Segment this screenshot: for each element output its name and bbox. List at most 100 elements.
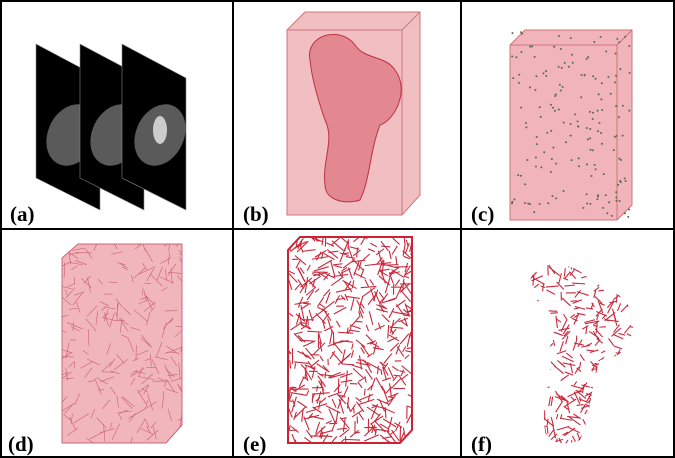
seed-point bbox=[560, 89, 562, 91]
cell-edge bbox=[617, 303, 620, 311]
cell-edge bbox=[544, 364, 548, 375]
cell-edge bbox=[523, 448, 533, 449]
seed-point bbox=[600, 36, 602, 38]
cell-edge bbox=[613, 365, 620, 368]
cell-edge bbox=[626, 402, 633, 410]
seed-point bbox=[625, 180, 627, 182]
seed-point bbox=[592, 75, 594, 77]
cell-edge bbox=[323, 308, 331, 320]
cell-edge bbox=[614, 421, 619, 429]
cell-edge bbox=[521, 386, 533, 390]
cell-edge bbox=[588, 426, 592, 431]
cell-edge bbox=[296, 259, 301, 268]
cell-edge bbox=[563, 363, 576, 366]
cell-edge bbox=[592, 421, 598, 423]
cell-edge bbox=[581, 385, 589, 387]
cell-edge bbox=[526, 413, 531, 420]
cell-edge bbox=[520, 395, 531, 398]
cell-edge bbox=[581, 444, 586, 455]
cell-edge bbox=[633, 350, 639, 359]
cell-edge bbox=[543, 374, 550, 380]
cell-edge bbox=[607, 385, 616, 386]
cell-edge bbox=[540, 257, 543, 266]
cell-edge bbox=[571, 301, 577, 302]
cell-edge bbox=[604, 253, 615, 257]
cell-edge bbox=[559, 257, 566, 260]
seed-point bbox=[593, 41, 595, 43]
seed-point bbox=[628, 110, 630, 112]
cell-edge bbox=[596, 309, 603, 316]
cell-edge bbox=[542, 435, 546, 443]
seed-point bbox=[598, 93, 600, 95]
seed-point bbox=[602, 207, 604, 209]
seed-point bbox=[570, 135, 572, 137]
cell-edge bbox=[306, 430, 312, 438]
seed-point bbox=[536, 136, 538, 138]
cell-edge bbox=[543, 433, 544, 441]
cell-edge bbox=[409, 334, 418, 340]
cell-edge bbox=[519, 288, 528, 294]
cell-edge bbox=[336, 289, 352, 293]
cell-edge bbox=[562, 331, 570, 339]
seed-point bbox=[605, 194, 607, 196]
seed-point bbox=[558, 35, 560, 37]
cell-edge bbox=[314, 426, 325, 436]
seed-point bbox=[628, 208, 630, 210]
panel-label: (b) bbox=[243, 202, 269, 226]
cell-edge bbox=[521, 404, 529, 407]
seed-point bbox=[614, 81, 616, 83]
cell-edge bbox=[512, 389, 520, 399]
cell-edge bbox=[280, 412, 286, 417]
cell-edge bbox=[541, 362, 551, 369]
cell-edge bbox=[342, 364, 354, 365]
cell-edge bbox=[291, 427, 298, 433]
seed-point bbox=[517, 174, 519, 176]
cell-edge bbox=[595, 374, 602, 381]
cell-edge bbox=[591, 387, 603, 391]
cell-edge bbox=[635, 322, 641, 329]
cell-edge bbox=[526, 377, 535, 384]
cell-edge bbox=[628, 401, 634, 411]
cell-edge bbox=[571, 259, 574, 269]
cell-edge bbox=[381, 370, 382, 375]
cell-edge bbox=[337, 428, 347, 429]
cell-edge bbox=[529, 366, 532, 376]
cell-edge bbox=[515, 350, 524, 351]
panel-label: (c) bbox=[471, 202, 494, 226]
cell-edge bbox=[596, 255, 604, 256]
figure: (a) (b) (c) (d) (e) (f) bbox=[0, 0, 675, 458]
cell-edge bbox=[593, 401, 603, 407]
cell-edge bbox=[352, 344, 353, 350]
cell-edge bbox=[519, 311, 525, 315]
cell-edge bbox=[526, 345, 537, 353]
cell-edge bbox=[528, 370, 529, 375]
box bbox=[62, 244, 182, 443]
seed-point bbox=[586, 193, 588, 195]
cell-edge bbox=[635, 265, 636, 271]
cell-edge bbox=[516, 311, 520, 315]
cell-edge bbox=[577, 264, 578, 270]
seed-point bbox=[539, 203, 541, 205]
cell-edge bbox=[290, 360, 291, 368]
seed-point bbox=[619, 200, 621, 202]
seed-point bbox=[543, 151, 545, 153]
cell-edge bbox=[586, 350, 593, 351]
seed-point bbox=[552, 107, 554, 109]
cell-edge bbox=[295, 363, 296, 369]
cell-edge bbox=[318, 260, 332, 268]
cell-edge bbox=[578, 392, 586, 399]
cell-edge bbox=[574, 381, 577, 385]
femur-lattice bbox=[509, 247, 650, 455]
cell-edge bbox=[307, 390, 309, 395]
cell-edge bbox=[329, 409, 335, 423]
cell-edge bbox=[594, 287, 599, 291]
cell-edge bbox=[403, 281, 411, 294]
cell-edge bbox=[300, 297, 303, 303]
cell-edge bbox=[365, 369, 372, 379]
cell-edge bbox=[571, 397, 575, 400]
seed-point bbox=[589, 137, 591, 139]
cell-edge bbox=[343, 419, 345, 432]
cell-edge bbox=[578, 443, 581, 446]
cell-edge bbox=[527, 299, 533, 303]
cell-edge bbox=[351, 298, 354, 310]
